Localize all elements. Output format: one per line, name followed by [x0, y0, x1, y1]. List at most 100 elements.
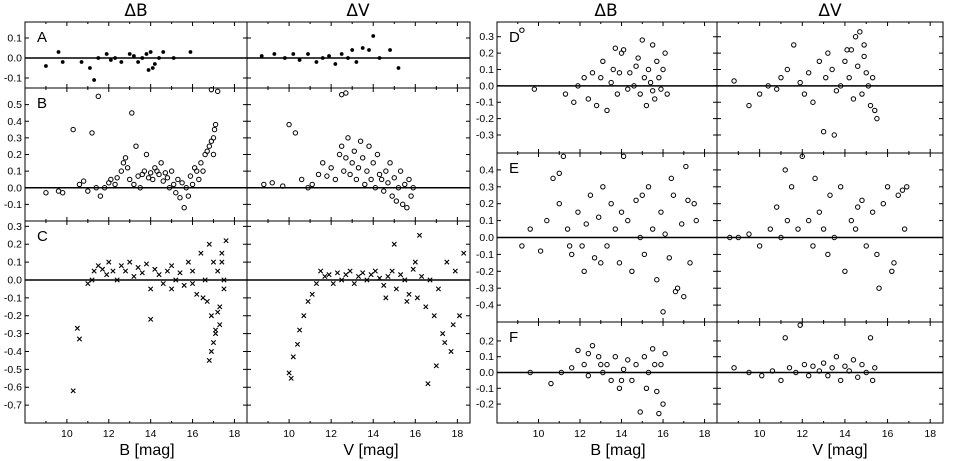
- column-title-delta-v-right: ΔV: [818, 1, 842, 21]
- panel-c-v-xtick-label: 14: [367, 428, 379, 440]
- panel-b-b-point: [164, 175, 171, 181]
- panel-d-b-point: [637, 91, 643, 97]
- panel-a-b-point: [56, 50, 61, 54]
- panel-b-b-ytick-label: 0.0: [7, 182, 22, 194]
- panel-c-b-point: [204, 298, 210, 305]
- panel-d-v-frame: [716, 21, 944, 154]
- panel-c-b-point: [189, 280, 196, 287]
- panel-b-b-point: [118, 168, 125, 174]
- panel-b-v-point: [309, 181, 315, 188]
- panel-c-b-point: [148, 286, 154, 292]
- panel-b-v-point: [389, 193, 395, 199]
- panel-e-b-point: [527, 226, 533, 232]
- panel-b-b-point: [194, 168, 200, 174]
- panel-b-v-point: [370, 160, 376, 166]
- panel-c-b: -0.7 -0.6 -0.5 -0.4 -0.3 -0.2 -0.1 0.0 0.1 0.2 0.3…: [4, 220, 248, 440]
- panel-b-v-point: [292, 130, 299, 136]
- panel-d-b-point: [625, 86, 631, 92]
- panel-c-v-point: [368, 272, 374, 278]
- panel-f-v-point: [842, 363, 848, 369]
- panel-d-b-point: [654, 58, 660, 64]
- panel-c-b-point: [169, 263, 175, 269]
- panel-a-b-point: [150, 66, 155, 70]
- panel-c-v-point: [309, 291, 315, 297]
- panel-d-b-point: [585, 96, 592, 102]
- panel-c-v-point: [360, 270, 366, 276]
- panel-f-v-point: [797, 322, 803, 328]
- panel-c-b-point: [194, 291, 200, 297]
- panel-c-b-ytick-label: -0.6: [4, 382, 22, 394]
- panel-b-v: [246, 87, 471, 222]
- panel-c-b-point: [74, 325, 80, 331]
- panel-e-b-point: [645, 184, 652, 190]
- panel-b-v-point: [368, 176, 374, 183]
- panel-f-b-xtick-label: 14: [616, 428, 628, 440]
- panel-c-b-point: [217, 322, 223, 328]
- panel-a-v-point: [388, 48, 392, 52]
- panel-d-b-point: [656, 74, 662, 81]
- panel-a-v-point: [314, 60, 319, 64]
- panel-d-b-point: [589, 70, 596, 76]
- panel-a-b-point: [96, 56, 101, 60]
- panel-b-v-point: [402, 181, 408, 188]
- panel-b-b-point: [175, 176, 181, 183]
- panel-f-b-point: [618, 377, 625, 384]
- panel-d-b-ytick-label: 0.3: [479, 31, 494, 43]
- panel-d-b-point: [610, 66, 616, 73]
- panel-b-b-point: [189, 181, 196, 188]
- panel-a-b-point: [144, 52, 149, 56]
- panel-d-v-point: [746, 102, 752, 109]
- panel-a-v-point: [367, 48, 371, 52]
- panel-f-v-point: [863, 369, 869, 376]
- panel-c-b-point: [106, 259, 112, 265]
- panel-d-b-point: [581, 74, 587, 81]
- panel-e-v-point: [812, 175, 818, 182]
- panel-d-v-point: [823, 74, 829, 81]
- panel-e-b-point: [633, 197, 639, 204]
- panel-b-v-point: [366, 143, 372, 149]
- panel-e-v-point: [863, 243, 869, 249]
- panel-e-v-point: [795, 226, 801, 232]
- panel-c-b-point: [104, 272, 110, 278]
- panel-f-v-xtick-label: 14: [839, 428, 851, 440]
- panel-b-v-point: [349, 160, 355, 166]
- panel-a-b-point: [104, 52, 109, 56]
- panel-c-v-xtick-label: 12: [325, 428, 337, 440]
- panel-d-b-point: [616, 70, 623, 76]
- panel-c-b-point: [200, 295, 206, 301]
- panel-f-v-point: [872, 365, 878, 371]
- panel-e-b-point: [579, 243, 585, 249]
- panel-b-v-point: [332, 176, 339, 183]
- panel-f-v-point: [810, 363, 816, 369]
- panel-a-b: -0.1 0.0 0.1 A: [4, 21, 248, 89]
- panel-b-b-point: [114, 175, 120, 181]
- panel-b-b-point: [122, 155, 129, 161]
- panel-c-b-frame: [24, 220, 248, 424]
- panel-b-b-point: [150, 176, 156, 183]
- panel-d-v-point: [756, 91, 763, 97]
- panel-e-v-point: [852, 226, 859, 232]
- panel-e-v-point: [880, 201, 887, 207]
- panel-f-v-point: [782, 335, 788, 341]
- panel-c-b-point: [127, 259, 133, 265]
- panel-d-b-point: [604, 107, 610, 114]
- panel-c-b-ytick-label: 0.0: [7, 274, 22, 286]
- panel-c-b-ytick-label: -0.1: [4, 292, 22, 304]
- panel-e-b-ytick-label: -0.1: [476, 249, 494, 261]
- panel-d-v-point: [861, 42, 867, 48]
- panel-c-b-xtick-label: 18: [229, 428, 241, 440]
- panel-b-b-point: [133, 143, 139, 149]
- panel-a-b-point: [140, 56, 145, 60]
- panel-f-b-point: [660, 401, 666, 407]
- panel-f-b-letter: F: [509, 329, 518, 346]
- panel-e-v-point: [884, 184, 891, 190]
- panel-a-b-point: [161, 50, 166, 54]
- panel-f-b-point: [620, 366, 627, 373]
- panel-f-v-point: [855, 374, 861, 380]
- panel-c-v-point: [351, 280, 357, 287]
- panel-c-v-point: [288, 375, 294, 381]
- panel-c-b-point: [177, 270, 183, 276]
- panel-a-b-point: [136, 60, 140, 64]
- panel-d-b-ytick-label: -0.1: [476, 97, 494, 109]
- panel-c-b-xtick-label: 10: [61, 428, 73, 440]
